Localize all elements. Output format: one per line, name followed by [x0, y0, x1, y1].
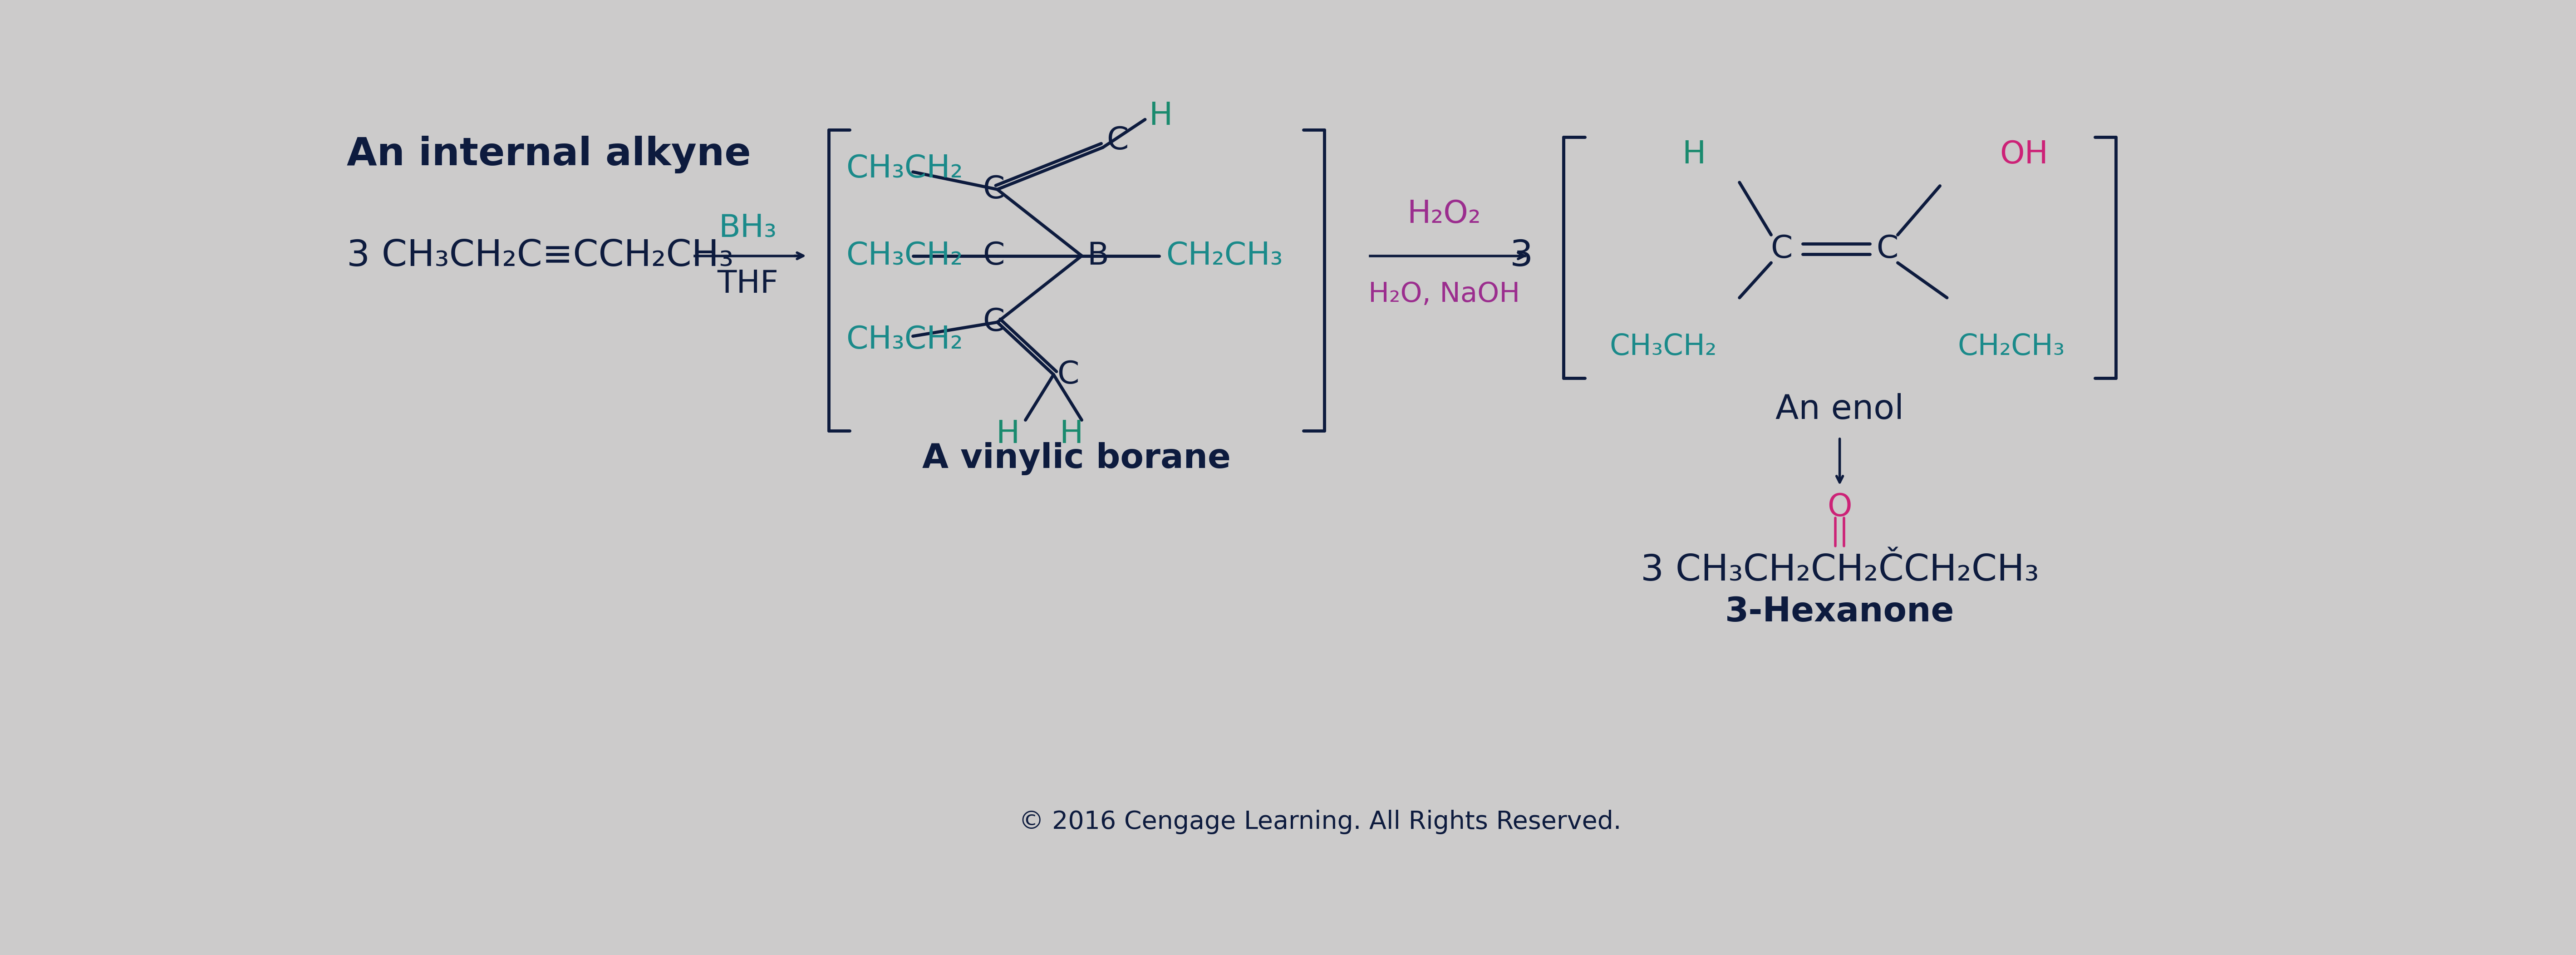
Text: H: H: [1149, 101, 1172, 131]
Text: THF: THF: [716, 268, 778, 299]
Text: 3-Hexanone: 3-Hexanone: [1726, 596, 1955, 628]
Text: CH₂CH₃: CH₂CH₃: [1958, 332, 2066, 361]
Text: 3 CH₃CH₂C≡CCH₂CH₃: 3 CH₃CH₂C≡CCH₂CH₃: [348, 238, 734, 273]
Text: CH₃CH₂: CH₃CH₂: [845, 153, 963, 183]
Text: C: C: [1056, 359, 1079, 390]
Text: C: C: [984, 174, 1005, 204]
Text: © 2016 Cengage Learning. All Rights Reserved.: © 2016 Cengage Learning. All Rights Rese…: [1020, 810, 1620, 835]
Text: 3 CH₃CH₂CH₂ČCH₂CH₃: 3 CH₃CH₂CH₂ČCH₂CH₃: [1641, 553, 2038, 588]
Text: 3: 3: [1510, 238, 1533, 273]
Text: OH: OH: [1999, 139, 2048, 170]
Text: A vinylic borane: A vinylic borane: [922, 442, 1231, 475]
Text: B: B: [1087, 241, 1108, 271]
Text: An enol: An enol: [1775, 393, 1904, 426]
Text: CH₃CH₂: CH₃CH₂: [845, 325, 963, 355]
Text: An internal alkyne: An internal alkyne: [348, 136, 750, 173]
Text: C: C: [984, 241, 1005, 271]
Text: C: C: [1770, 234, 1793, 264]
Text: H: H: [1059, 419, 1082, 449]
Text: BH₃: BH₃: [719, 213, 775, 243]
Text: H₂O, NaOH: H₂O, NaOH: [1368, 281, 1520, 308]
Text: CH₂CH₃: CH₂CH₃: [1167, 241, 1283, 271]
Text: C: C: [984, 307, 1005, 337]
Text: CH₃CH₂: CH₃CH₂: [1610, 332, 1716, 361]
Text: H₂O₂: H₂O₂: [1406, 199, 1481, 229]
Text: C: C: [1105, 125, 1128, 156]
Text: CH₃CH₂: CH₃CH₂: [845, 241, 963, 271]
Text: H: H: [997, 419, 1020, 449]
Text: O: O: [1826, 492, 1852, 522]
Text: H: H: [1682, 139, 1705, 170]
Text: C: C: [1875, 234, 1899, 264]
